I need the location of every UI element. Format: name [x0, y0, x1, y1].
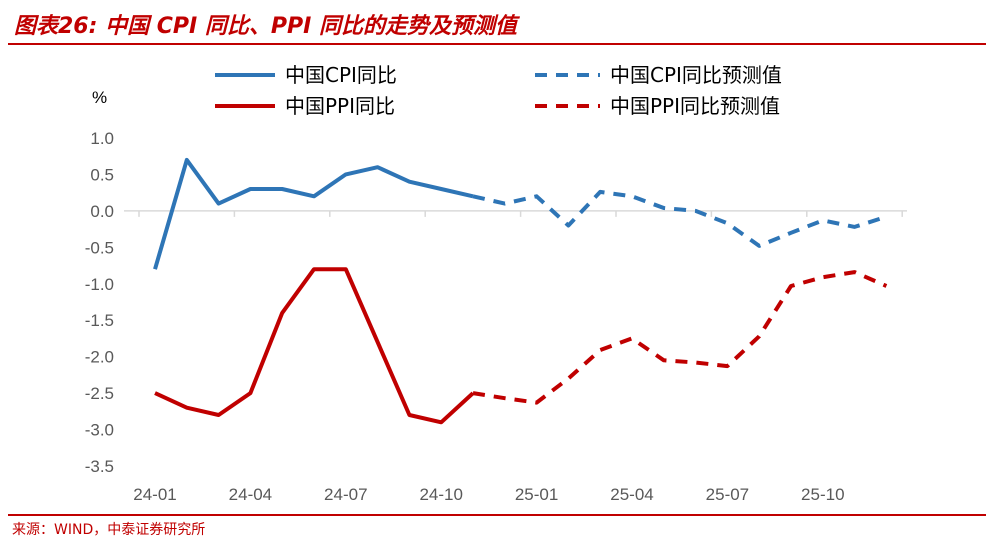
legend-label: 中国PPI同比预测值: [610, 94, 780, 118]
x-tick-label: 25-01: [515, 485, 558, 504]
series-line-中国CPI同比预测值: [472, 189, 888, 248]
y-axis: 1.0 0.5 0.0 -0.5 -1.0 -1.5 -2.0 -2.5 -3.0 -3.5: [85, 129, 114, 476]
legend-item: 中国CPI同比: [215, 63, 397, 87]
y-tick-label: -3.5: [85, 457, 114, 476]
y-tick-label: 1.0: [90, 129, 114, 148]
x-tick-label: 24-01: [133, 485, 176, 504]
y-tick-label: -0.5: [85, 238, 114, 257]
source-note: 来源：WIND，中泰证券研究所: [12, 522, 206, 538]
series-line-中国CPI同比: [153, 157, 474, 270]
y-tick-label: 0.0: [90, 202, 114, 221]
y-tick-label: -2.5: [85, 384, 114, 403]
title-divider: [8, 43, 986, 45]
x-tick-label: 25-10: [801, 485, 844, 504]
legend-label: 中国CPI同比预测值: [610, 63, 782, 87]
x-tick-label: 24-07: [324, 485, 367, 504]
x-axis: 24-01 24-04 24-07 24-10 25-01 25-04 25-07 25-10: [133, 210, 903, 504]
y-tick-label: -2.0: [85, 348, 114, 367]
legend-item: 中国PPI同比预测值: [535, 94, 780, 118]
legend-label: 中国CPI同比: [285, 63, 397, 87]
series-group: [153, 157, 888, 425]
legend-item: 中国CPI同比预测值: [535, 63, 782, 87]
y-tick-label: 0.5: [90, 165, 114, 184]
legend-label: 中国PPI同比: [285, 94, 395, 118]
y-axis-unit: %: [92, 88, 107, 107]
series-line-中国PPI同比预测值: [472, 270, 888, 405]
series-line-中国PPI同比: [154, 267, 475, 425]
x-tick-label: 25-07: [706, 485, 749, 504]
y-tick-label: -1.5: [85, 311, 114, 330]
x-tick-label: 24-10: [419, 485, 462, 504]
x-tick-label: 25-04: [610, 485, 653, 504]
x-tick-label: 24-04: [229, 485, 272, 504]
y-tick-label: -3.0: [85, 421, 114, 440]
legend-item: 中国PPI同比: [215, 94, 395, 118]
y-tick-label: -1.0: [85, 275, 114, 294]
figure-title: 图表26: 中国 CPI 同比、PPI 同比的走势及预测值: [14, 14, 517, 39]
source-divider: [8, 514, 986, 516]
